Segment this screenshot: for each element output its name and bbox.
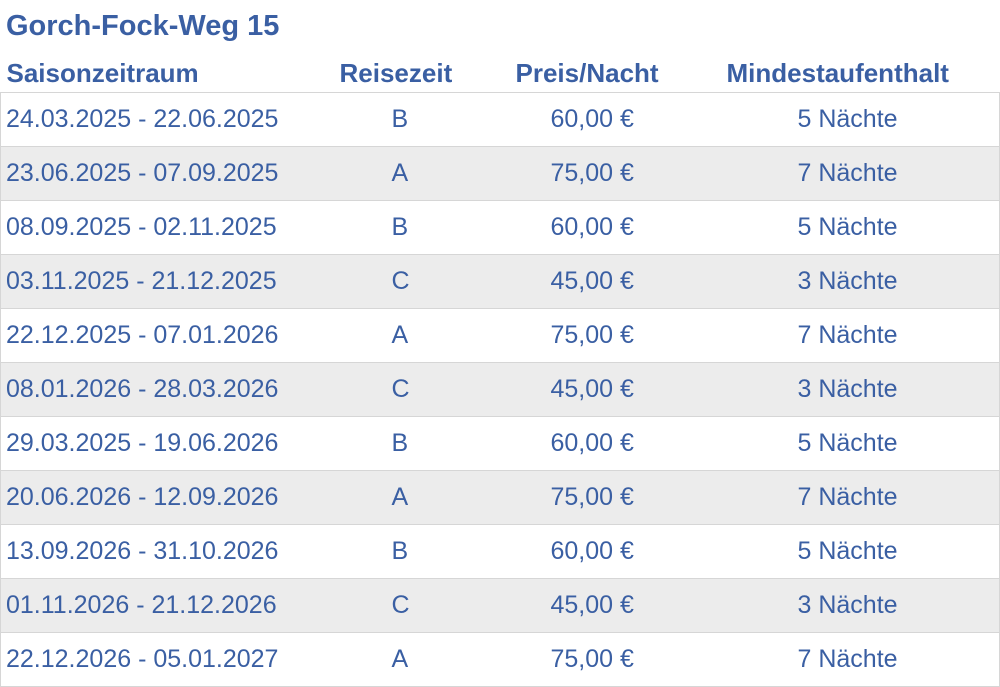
minimum-stay-cell: 3 Nächte bbox=[713, 254, 1000, 309]
column-header-preis-nacht: Preis/Nacht bbox=[515, 57, 659, 88]
page-title: Gorch-Fock-Weg 15 bbox=[6, 10, 280, 42]
table-row: 23.06.2025 - 07.09.2025 A 75,00 €7 Nächte bbox=[0, 146, 1000, 201]
price-per-night-cell: 75,00 € bbox=[478, 308, 714, 363]
table-row: 24.03.2025 - 22.06.2025 B 60,00 €5 Nächte bbox=[0, 92, 1000, 147]
table-row: 13.09.2026 - 31.10.2026 B 60,00 €5 Nächte bbox=[0, 524, 1000, 579]
price-per-night-cell: 45,00 € bbox=[478, 578, 714, 633]
minimum-stay-cell: 5 Nächte bbox=[713, 92, 1000, 147]
column-header-mindestaufenthalt: Mindestaufenthalt bbox=[726, 57, 949, 88]
table-row: 20.06.2026 - 12.09.2026 A 75,00 €7 Nächte bbox=[0, 470, 1000, 525]
travel-period-cell: B bbox=[325, 92, 479, 147]
table-row: 08.09.2025 - 02.11.2025 B 60,00 €5 Nächte bbox=[0, 200, 1000, 255]
season-period-cell: 03.11.2025 - 21.12.2025 bbox=[0, 254, 326, 309]
column-header-saisonzeitraum: Saisonzeitraum bbox=[6, 57, 199, 88]
season-period-cell: 08.01.2026 - 28.03.2026 bbox=[0, 362, 326, 417]
travel-period-cell: C bbox=[325, 578, 479, 633]
travel-period-cell: C bbox=[325, 254, 479, 309]
travel-period-cell: C bbox=[325, 362, 479, 417]
season-period-cell: 22.12.2026 - 05.01.2027 bbox=[0, 632, 326, 687]
table-row: 03.11.2025 - 21.12.2025 C 45,00 €3 Nächte bbox=[0, 254, 1000, 309]
table-row: 01.11.2026 - 21.12.2026 C 45,00 €3 Nächte bbox=[0, 578, 1000, 633]
season-period-cell: 23.06.2025 - 07.09.2025 bbox=[0, 146, 326, 201]
season-period-cell: 22.12.2025 - 07.01.2026 bbox=[0, 308, 326, 363]
minimum-stay-cell: 5 Nächte bbox=[713, 200, 1000, 255]
price-per-night-cell: 75,00 € bbox=[478, 470, 714, 525]
season-period-cell: 24.03.2025 - 22.06.2025 bbox=[0, 92, 326, 147]
travel-period-cell: B bbox=[325, 416, 479, 471]
table-row: 29.03.2025 - 19.06.2026 B 60,00 €5 Nächte bbox=[0, 416, 1000, 471]
season-period-cell: 01.11.2026 - 21.12.2026 bbox=[0, 578, 326, 633]
price-per-night-cell: 60,00 € bbox=[478, 92, 714, 147]
season-period-cell: 29.03.2025 - 19.06.2026 bbox=[0, 416, 326, 471]
minimum-stay-cell: 5 Nächte bbox=[713, 524, 1000, 579]
price-per-night-cell: 45,00 € bbox=[478, 362, 714, 417]
price-per-night-cell: 45,00 € bbox=[478, 254, 714, 309]
price-per-night-cell: 60,00 € bbox=[478, 416, 714, 471]
travel-period-cell: A bbox=[325, 146, 479, 201]
travel-period-cell: A bbox=[325, 470, 479, 525]
travel-period-cell: A bbox=[325, 632, 479, 687]
travel-period-cell: B bbox=[325, 524, 479, 579]
minimum-stay-cell: 7 Nächte bbox=[713, 470, 1000, 525]
minimum-stay-cell: 7 Nächte bbox=[713, 308, 1000, 363]
price-table: Saisonzeitraum Reisezeit Preis/Nacht Min… bbox=[0, 54, 1000, 687]
minimum-stay-cell: 3 Nächte bbox=[713, 578, 1000, 633]
table-body: 24.03.2025 - 22.06.2025 B 60,00 €5 Nächte 2… bbox=[0, 92, 1000, 687]
price-per-night-cell: 75,00 € bbox=[478, 632, 714, 687]
minimum-stay-cell: 7 Nächte bbox=[713, 146, 1000, 201]
minimum-stay-cell: 3 Nächte bbox=[713, 362, 1000, 417]
season-period-cell: 08.09.2025 - 02.11.2025 bbox=[0, 200, 326, 255]
minimum-stay-cell: 5 Nächte bbox=[713, 416, 1000, 471]
table-row: 22.12.2026 - 05.01.2027 A 75,00 €7 Nächte bbox=[0, 632, 1000, 687]
price-per-night-cell: 60,00 € bbox=[478, 200, 714, 255]
travel-period-cell: B bbox=[325, 200, 479, 255]
season-period-cell: 13.09.2026 - 31.10.2026 bbox=[0, 524, 326, 579]
price-per-night-cell: 60,00 € bbox=[478, 524, 714, 579]
table-header: Saisonzeitraum Reisezeit Preis/Nacht Min… bbox=[1, 54, 1000, 93]
price-per-night-cell: 75,00 € bbox=[478, 146, 714, 201]
travel-period-cell: A bbox=[325, 308, 479, 363]
season-period-cell: 20.06.2026 - 12.09.2026 bbox=[0, 470, 326, 525]
table-row: 08.01.2026 - 28.03.2026 C 45,00 €3 Nächte bbox=[0, 362, 1000, 417]
minimum-stay-cell: 7 Nächte bbox=[713, 632, 1000, 687]
table-row: 22.12.2025 - 07.01.2026 A 75,00 €7 Nächte bbox=[0, 308, 1000, 363]
column-header-reisezeit: Reisezeit bbox=[339, 57, 453, 88]
